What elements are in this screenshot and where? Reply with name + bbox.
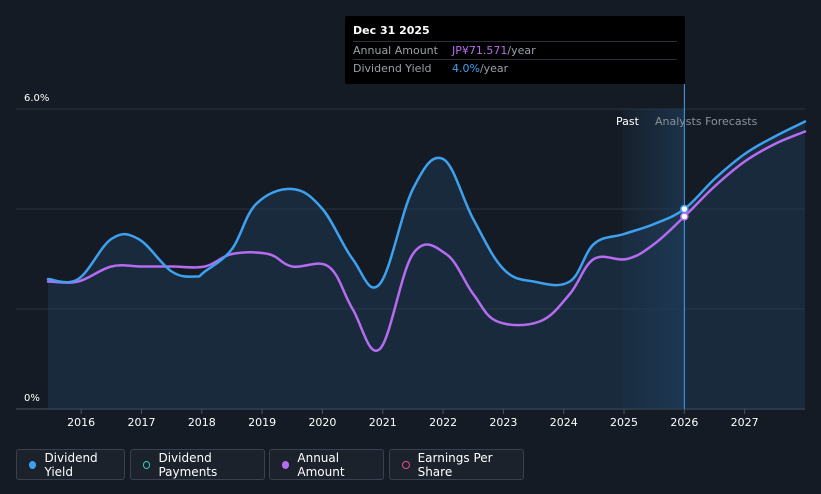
legend-dividend-payments[interactable]: Dividend Payments [130,449,265,480]
tooltip-yield-label: Dividend Yield [353,62,432,75]
legend-label: Earnings Per Share [417,450,493,479]
dividend-yield-dot-icon [29,460,37,469]
past-forecast-band [622,109,685,409]
x-tick-label: 2021 [369,416,397,429]
forecast-region-label: Analysts Forecasts [655,115,758,128]
tooltip-amount-value: JP¥71.571 [452,44,508,57]
tooltip: Dec 31 2025 Annual Amount JP¥71.571 /yea… [345,16,685,84]
x-tick-label: 2025 [610,416,638,429]
legend-dividend-yield[interactable]: Dividend Yield [16,449,125,480]
y-tick-label-top: 6.0% [24,93,49,104]
legend-label: Annual Amount [297,450,345,479]
legend-earnings-per-share[interactable]: Earnings Per Share [389,449,524,480]
legend-label: Dividend Payments [158,450,218,479]
legend-annual-amount[interactable]: Annual Amount [269,449,384,480]
x-tick-label: 2016 [67,416,95,429]
annual-amount-dot-icon [282,460,290,469]
x-tick-label: 2026 [670,416,698,429]
x-tick-label: 2027 [731,416,759,429]
tooltip-amount-unit: /year [507,44,536,57]
dividend-yield-area [48,121,805,409]
tooltip-date: Dec 31 2025 [353,24,430,37]
x-tick-label: 2022 [429,416,457,429]
dividend-payments-ring-icon [143,460,151,469]
legend-label: Dividend Yield [44,450,98,479]
tooltip-yield-value: 4.0% [452,62,480,75]
annual-amount-line [46,130,807,352]
x-tick-label: 2017 [127,416,155,429]
y-tick-label-bottom: 0% [24,393,40,404]
x-axis: 2016 2017 2018 2019 2020 2021 2022 2023 2024 2025… [67,409,759,429]
x-tick-label: 2018 [188,416,216,429]
x-tick-label: 2023 [489,416,517,429]
x-tick-label: 2019 [248,416,276,429]
tooltip-amount-label: Annual Amount [353,44,438,57]
tooltip-yield-row: Dividend Yield 4.0% /year [353,59,677,77]
x-tick-label: 2020 [308,416,336,429]
annual-amount-marker [680,212,689,221]
tooltip-amount-row: Annual Amount JP¥71.571 /year [353,41,677,59]
earnings-per-share-ring-icon [402,460,410,469]
tooltip-yield-unit: /year [479,62,509,75]
x-tick-label: 2024 [550,416,578,429]
hover-markers [680,204,689,221]
dividend-yield-marker [680,204,689,214]
dividend-yield-line [46,120,807,289]
past-region-label: Past [616,115,639,128]
